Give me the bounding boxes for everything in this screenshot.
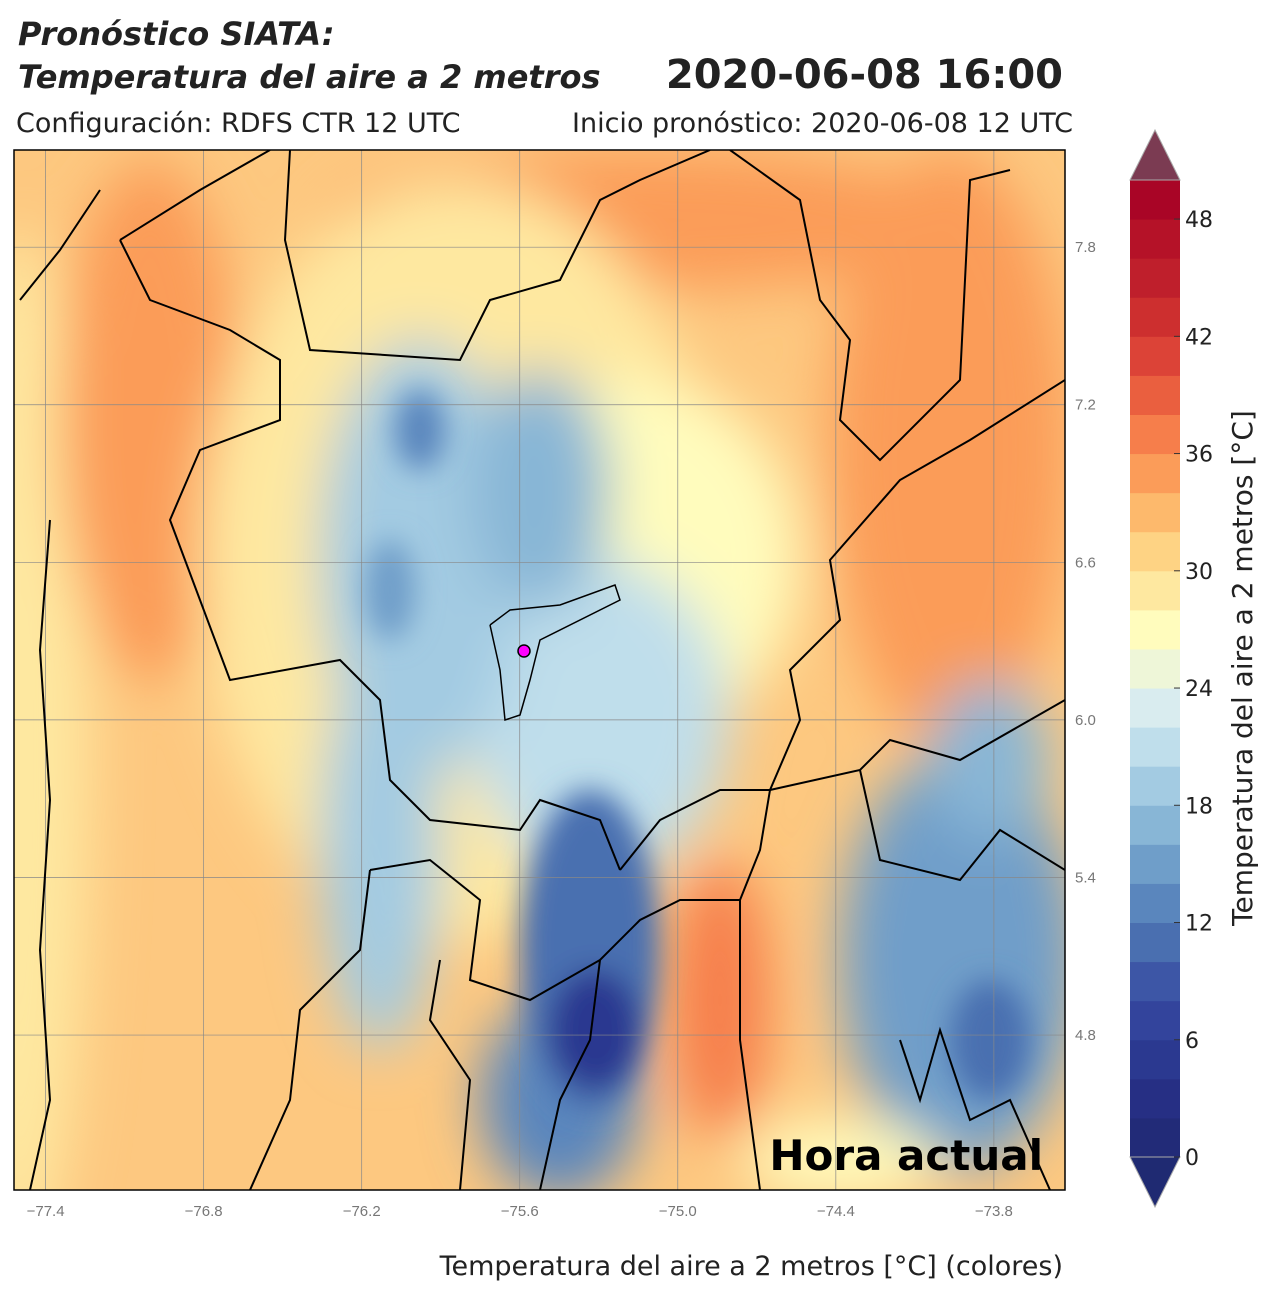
colorbar-level [1130,961,1180,1002]
x-axis-label: Temperatura del aire a 2 metros [°C] (co… [439,1251,1063,1282]
colorbar-label: Temperatura del aire a 2 metros [°C] [1226,410,1259,927]
x-tick-label: −75.6 [501,1203,539,1220]
colorbar-tick-label: 6 [1185,1029,1199,1054]
colorbar-tick-label: 30 [1185,560,1213,585]
colorbar-level [1130,219,1180,259]
colorbar-level [1130,1000,1180,1041]
title: Pronóstico SIATA: [18,15,335,53]
y-tick-label: 6.6 [1075,554,1096,571]
map-frame [13,149,1066,1191]
colorbar-level [1130,336,1180,376]
colorbar-tick-label: 36 [1185,443,1213,468]
colorbar-level [1130,492,1180,533]
colorbar-tick-label: 0 [1185,1146,1199,1171]
colorbar-level [1130,1039,1180,1080]
colorbar-level [1130,609,1180,650]
colorbar-tick-label: 42 [1185,325,1213,350]
colorbar-level [1130,453,1180,494]
location-marker [517,644,531,658]
colorbar-level [1130,922,1180,963]
colorbar-level [1130,531,1180,572]
y-tick-label: 4.8 [1075,1027,1096,1044]
borders [19,150,1065,1190]
x-tick-label: −73.8 [975,1203,1013,1220]
colorbar-tick-label: 12 [1185,912,1213,937]
colorbar-tick-label: 24 [1185,677,1213,702]
x-tick-label: −76.8 [185,1203,223,1220]
colorbar-tick-label: 18 [1185,794,1213,819]
grid [14,150,1065,1190]
x-tick-label: −74.4 [817,1203,855,1220]
config: Configuración: RDFS CTR 12 UTC [16,108,461,139]
datetime: 2020-06-08 16:00 [666,52,1063,98]
y-tick-label: 6.0 [1075,712,1096,729]
colorbar-level [1130,688,1180,728]
colorbar-level [1130,1078,1180,1119]
x-tick-label: −76.2 [343,1203,381,1220]
colorbar-level [1130,570,1180,611]
colorbar-level [1130,727,1180,767]
temperature-field [365,390,1030,1110]
x-tick-label: −75.0 [659,1203,697,1220]
colorbar-level [1130,375,1180,415]
colorbar-level [1130,648,1180,689]
init: Inicio pronóstico: 2020-06-08 12 UTC [572,108,1073,139]
colorbar-level [1130,414,1180,455]
colorbar-level [1130,805,1180,845]
y-tick-label: 7.2 [1075,397,1096,414]
colorbar-extend-over [1129,128,1181,181]
colorbar-level [1130,180,1180,220]
colorbar-level [1130,297,1180,337]
colorbar-level [1130,883,1180,924]
colorbar-level [1130,766,1180,806]
map [14,150,1065,1190]
annotation: Hora actual [769,1131,1043,1180]
colorbar-extend-under [1129,1156,1181,1209]
colorbar-tick-label: 48 [1185,208,1213,233]
colorbar-level [1130,258,1180,298]
colorbar-level [1130,1117,1180,1158]
y-tick-label: 5.4 [1075,869,1096,886]
x-tick-label: −77.4 [27,1203,65,1220]
colorbar: 0 6 12 18 24 30 36 42 48 [1129,128,1213,1209]
colorbar-level [1130,844,1180,884]
y-tick-label: 7.8 [1075,239,1096,256]
title: Temperatura del aire a 2 metros [18,58,601,96]
